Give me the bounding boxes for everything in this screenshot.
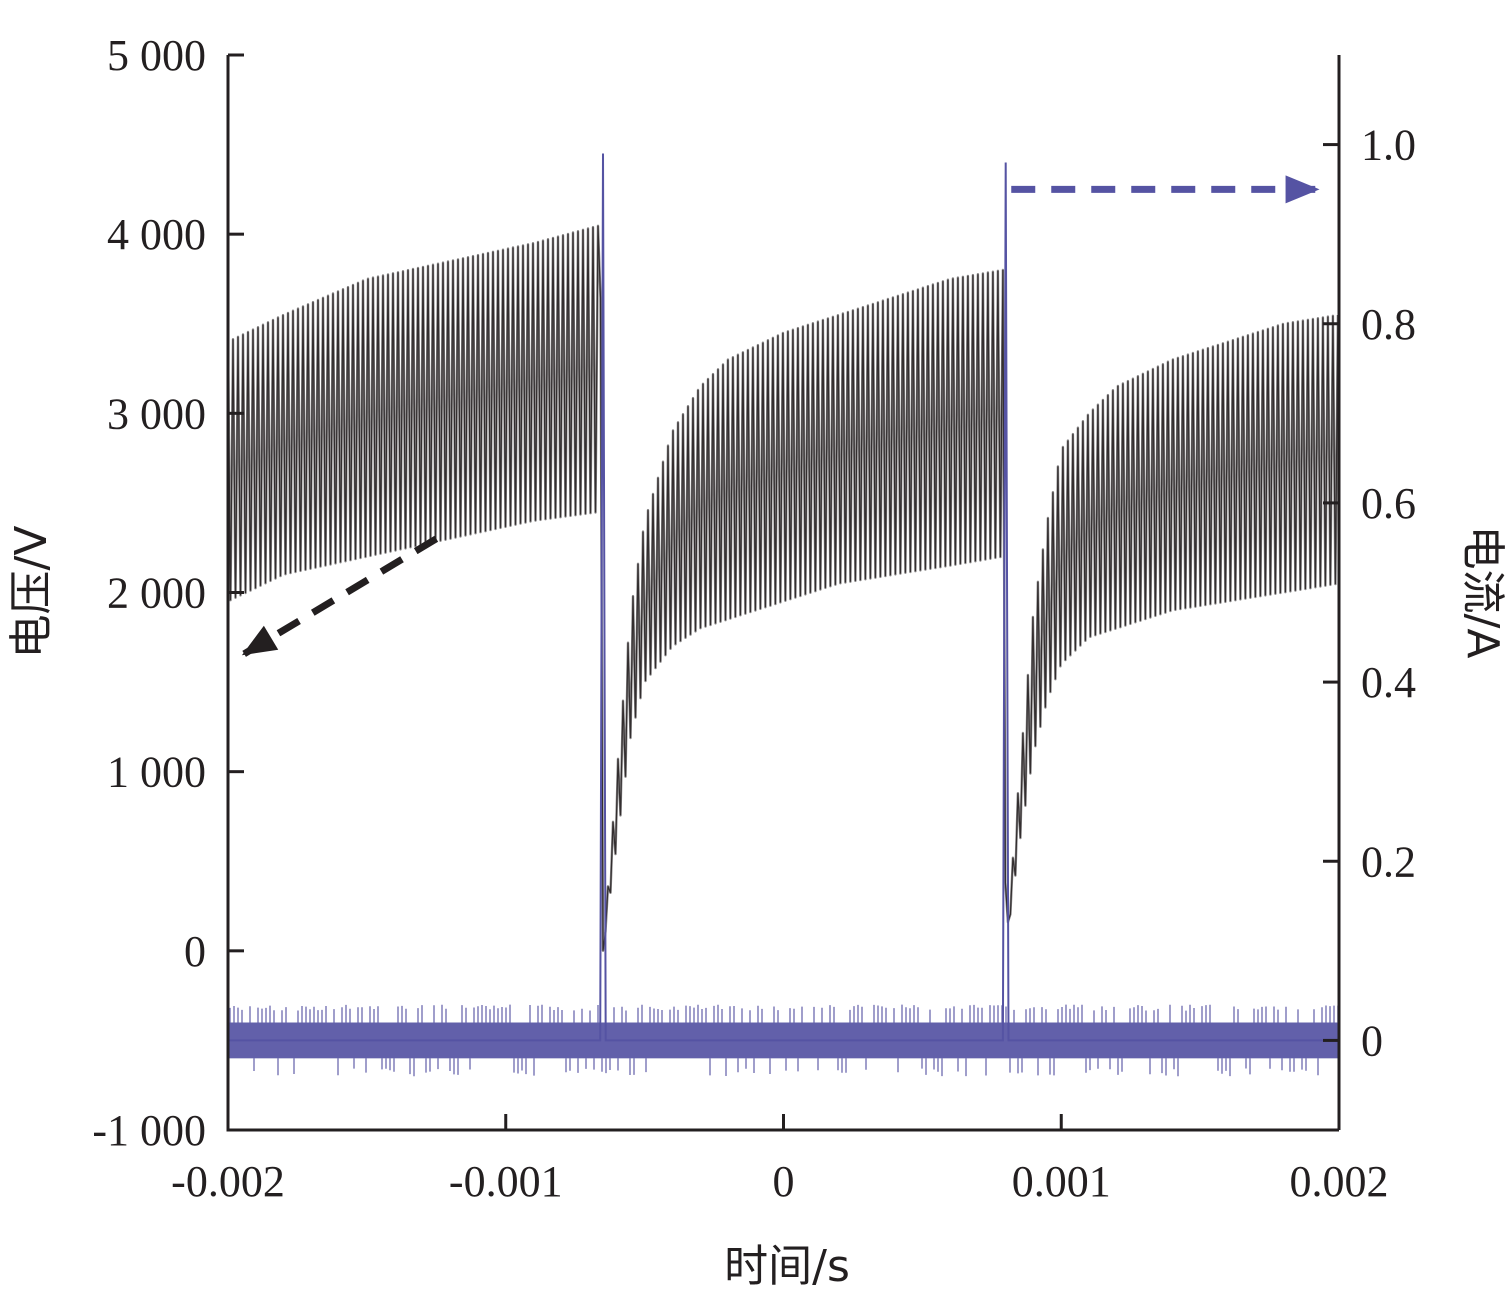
y-left-tick-label: 0: [184, 927, 206, 976]
y-right-axis-title: 电流/A: [1457, 526, 1508, 659]
left-and-bottom-axis: [226, 55, 1339, 1132]
y-left-tick-label: 4 000: [107, 210, 206, 259]
dashed-arrow-head: [1285, 175, 1320, 204]
annotation-layer: [240, 175, 1320, 659]
y-right-tick-label: 0.8: [1361, 300, 1416, 349]
y-left-tick-label: 1 000: [107, 748, 206, 797]
axes-layer: [226, 55, 1341, 1132]
x-tick-label: -0.002: [171, 1157, 285, 1206]
y-right-tick-label: 0.2: [1361, 837, 1416, 886]
y-left-axis-title: 电压/V: [6, 526, 57, 659]
current-noise-spikes: [229, 1004, 1339, 1077]
x-axis-title: 时间/s: [724, 1241, 850, 1292]
y-right-tick-label: 0.4: [1361, 658, 1416, 707]
ticks-layer: -0.002 -0.001 0 0.001 0.002 -1 000 0 1 000 2 000…: [92, 31, 1416, 1206]
y-right-tick-label: 0: [1361, 1016, 1383, 1065]
plot-area: [228, 153, 1339, 1077]
x-tick-label: 0.002: [1290, 1157, 1389, 1206]
x-tick-label: -0.001: [449, 1157, 563, 1206]
dashed-arrow-head: [241, 625, 279, 656]
x-tick-label: 0.001: [1012, 1157, 1111, 1206]
y-left-tick-label: 5 000: [107, 31, 206, 80]
y-left-tick-label: 3 000: [107, 389, 206, 438]
x-tick-label: 0: [773, 1157, 795, 1206]
voltage-series-line: [228, 225, 1339, 951]
y-left-tick-label: 2 000: [107, 569, 206, 618]
y-right-tick-label: 1.0: [1361, 121, 1416, 170]
y-right-tick-label: 0.6: [1361, 479, 1416, 528]
current-series-line: [228, 153, 1339, 1042]
y-left-tick-label: -1 000: [92, 1106, 206, 1155]
